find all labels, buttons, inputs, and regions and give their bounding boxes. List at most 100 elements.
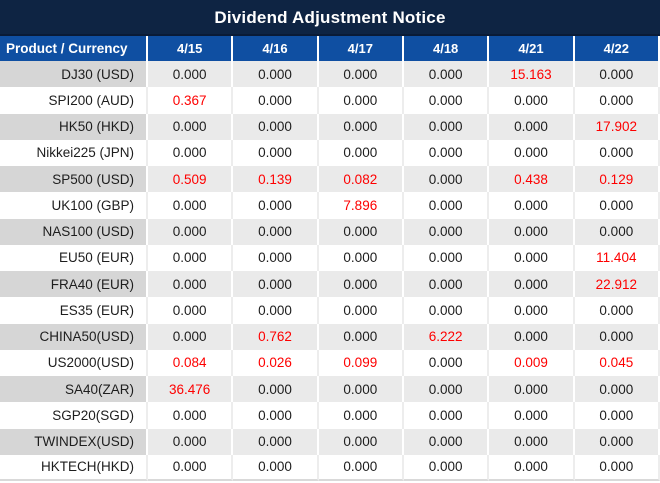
dividend-value-cell: 0.000 bbox=[148, 271, 234, 298]
dividend-value-cell-highlighted: 0.084 bbox=[148, 349, 234, 376]
dividend-value-cell: 0.000 bbox=[574, 139, 660, 166]
date-header-6: 4/22 bbox=[574, 36, 660, 61]
product-cell: EU50 (EUR) bbox=[0, 244, 148, 271]
dividend-value-cell: 0.000 bbox=[489, 218, 575, 245]
header-row: Product / Currency 4/15 4/16 4/17 4/18 4… bbox=[0, 36, 660, 61]
dividend-value-cell: 0.000 bbox=[574, 297, 660, 324]
dividend-value-cell-highlighted: 0.129 bbox=[574, 166, 660, 193]
table-row: HKTECH(HKD) 0.000 0.000 0.000 0.000 0.000 0.00… bbox=[0, 454, 660, 481]
dividend-value-cell: 0.000 bbox=[489, 323, 575, 350]
dividend-value-cell: 0.000 bbox=[489, 402, 575, 429]
dividend-value-cell: 0.000 bbox=[318, 244, 404, 271]
dividend-value-cell: 0.000 bbox=[318, 61, 404, 88]
dividend-value-cell: 0.000 bbox=[148, 244, 234, 271]
table-row: HK50 (HKD) 0.000 0.000 0.000 0.000 0.000 17.90… bbox=[0, 113, 660, 140]
dividend-value-cell: 0.000 bbox=[148, 428, 234, 455]
dividend-value-cell-highlighted: 0.009 bbox=[489, 349, 575, 376]
dividend-value-cell-highlighted: 0.438 bbox=[489, 166, 575, 193]
table-row: SGP20(SGD) 0.000 0.000 0.000 0.000 0.000 0.000 bbox=[0, 402, 660, 429]
dividend-value-cell: 0.000 bbox=[318, 454, 404, 481]
dividend-value-cell-highlighted: 0.045 bbox=[574, 349, 660, 376]
dividend-value-cell-highlighted: 7.896 bbox=[318, 192, 404, 219]
dividend-value-cell-highlighted: 11.404 bbox=[574, 244, 660, 271]
dividend-table: Product / Currency 4/15 4/16 4/17 4/18 4… bbox=[0, 36, 660, 481]
dividend-value-cell: 0.000 bbox=[403, 87, 490, 114]
dividend-value-cell: 0.000 bbox=[489, 192, 575, 219]
table-row: SP500 (USD) 0.509 0.139 0.082 0.000 0.438 0.12… bbox=[0, 166, 660, 193]
product-cell: Nikkei225 (JPN) bbox=[0, 139, 148, 166]
dividend-value-cell: 0.000 bbox=[403, 139, 490, 166]
product-cell: DJ30 (USD) bbox=[0, 61, 148, 88]
dividend-value-cell: 0.000 bbox=[489, 297, 575, 324]
dividend-value-cell: 0.000 bbox=[574, 192, 660, 219]
dividend-value-cell: 0.000 bbox=[233, 244, 319, 271]
dividend-value-cell: 0.000 bbox=[318, 218, 404, 245]
dividend-value-cell-highlighted: 36.476 bbox=[148, 376, 234, 403]
date-header-4: 4/18 bbox=[403, 36, 490, 61]
table-row: SA40(ZAR) 36.476 0.000 0.000 0.000 0.000 0.000 bbox=[0, 376, 660, 403]
dividend-value-cell: 0.000 bbox=[148, 297, 234, 324]
dividend-value-cell: 0.000 bbox=[489, 113, 575, 140]
dividend-value-cell: 0.000 bbox=[489, 87, 575, 114]
dividend-value-cell: 0.000 bbox=[318, 87, 404, 114]
dividend-value-cell: 0.000 bbox=[318, 113, 404, 140]
table-row: US2000(USD) 0.084 0.026 0.099 0.000 0.009 0.04… bbox=[0, 349, 660, 376]
dividend-value-cell: 0.000 bbox=[403, 376, 490, 403]
dividend-value-cell: 0.000 bbox=[233, 402, 319, 429]
date-header-5: 4/21 bbox=[489, 36, 575, 61]
table-row: DJ30 (USD) 0.000 0.000 0.000 0.000 15.163 0.00… bbox=[0, 61, 660, 88]
dividend-value-cell: 0.000 bbox=[318, 402, 404, 429]
table-row: FRA40 (EUR) 0.000 0.000 0.000 0.000 0.000 22.9… bbox=[0, 271, 660, 298]
dividend-value-cell: 0.000 bbox=[489, 139, 575, 166]
table-body: DJ30 (USD) 0.000 0.000 0.000 0.000 15.163 0.00… bbox=[0, 61, 660, 481]
dividend-value-cell: 0.000 bbox=[233, 113, 319, 140]
dividend-value-cell: 0.000 bbox=[403, 454, 490, 481]
product-cell: TWINDEX(USD) bbox=[0, 428, 148, 455]
dividend-value-cell: 0.000 bbox=[148, 402, 234, 429]
dividend-value-cell: 0.000 bbox=[574, 87, 660, 114]
dividend-value-cell: 0.000 bbox=[233, 376, 319, 403]
dividend-value-cell: 0.000 bbox=[233, 271, 319, 298]
dividend-value-cell: 0.000 bbox=[574, 428, 660, 455]
dividend-value-cell-highlighted: 0.026 bbox=[233, 349, 319, 376]
dividend-value-cell: 0.000 bbox=[403, 218, 490, 245]
dividend-value-cell: 0.000 bbox=[489, 376, 575, 403]
dividend-value-cell: 0.000 bbox=[318, 139, 404, 166]
dividend-value-cell: 0.000 bbox=[148, 454, 234, 481]
dividend-value-cell: 0.000 bbox=[403, 192, 490, 219]
dividend-value-cell: 0.000 bbox=[403, 61, 490, 88]
table-row: EU50 (EUR) 0.000 0.000 0.000 0.000 0.000 11.40… bbox=[0, 244, 660, 271]
dividend-value-cell: 0.000 bbox=[148, 61, 234, 88]
product-cell: FRA40 (EUR) bbox=[0, 271, 148, 298]
product-cell: SPI200 (AUD) bbox=[0, 87, 148, 114]
dividend-value-cell: 0.000 bbox=[148, 218, 234, 245]
product-cell: ES35 (EUR) bbox=[0, 297, 148, 324]
table-row: UK100 (GBP) 0.000 0.000 7.896 0.000 0.000 0.00… bbox=[0, 192, 660, 219]
dividend-value-cell: 0.000 bbox=[233, 428, 319, 455]
dividend-value-cell: 0.000 bbox=[574, 376, 660, 403]
table-row: ES35 (EUR) 0.000 0.000 0.000 0.000 0.000 0.000 bbox=[0, 297, 660, 324]
dividend-value-cell: 0.000 bbox=[233, 87, 319, 114]
dividend-value-cell-highlighted: 0.099 bbox=[318, 349, 404, 376]
dividend-value-cell: 0.000 bbox=[148, 139, 234, 166]
dividend-value-cell: 0.000 bbox=[233, 192, 319, 219]
dividend-value-cell-highlighted: 0.762 bbox=[233, 323, 319, 350]
dividend-value-cell: 0.000 bbox=[489, 454, 575, 481]
dividend-value-cell: 0.000 bbox=[574, 61, 660, 88]
table-header: Product / Currency 4/15 4/16 4/17 4/18 4… bbox=[0, 36, 660, 61]
product-cell: HK50 (HKD) bbox=[0, 113, 148, 140]
table-row: SPI200 (AUD) 0.367 0.000 0.000 0.000 0.000 0.0… bbox=[0, 87, 660, 114]
dividend-value-cell-highlighted: 15.163 bbox=[489, 61, 575, 88]
dividend-value-cell-highlighted: 0.509 bbox=[148, 166, 234, 193]
dividend-value-cell: 0.000 bbox=[403, 428, 490, 455]
dividend-value-cell: 0.000 bbox=[574, 218, 660, 245]
dividend-value-cell: 0.000 bbox=[233, 218, 319, 245]
dividend-value-cell: 0.000 bbox=[403, 297, 490, 324]
product-cell: SGP20(SGD) bbox=[0, 402, 148, 429]
dividend-value-cell: 0.000 bbox=[403, 113, 490, 140]
dividend-value-cell: 0.000 bbox=[318, 271, 404, 298]
product-cell: US2000(USD) bbox=[0, 349, 148, 376]
dividend-value-cell-highlighted: 0.139 bbox=[233, 166, 319, 193]
table-row: CHINA50(USD) 0.000 0.762 0.000 6.222 0.000 0.0… bbox=[0, 323, 660, 350]
dividend-value-cell: 0.000 bbox=[318, 376, 404, 403]
